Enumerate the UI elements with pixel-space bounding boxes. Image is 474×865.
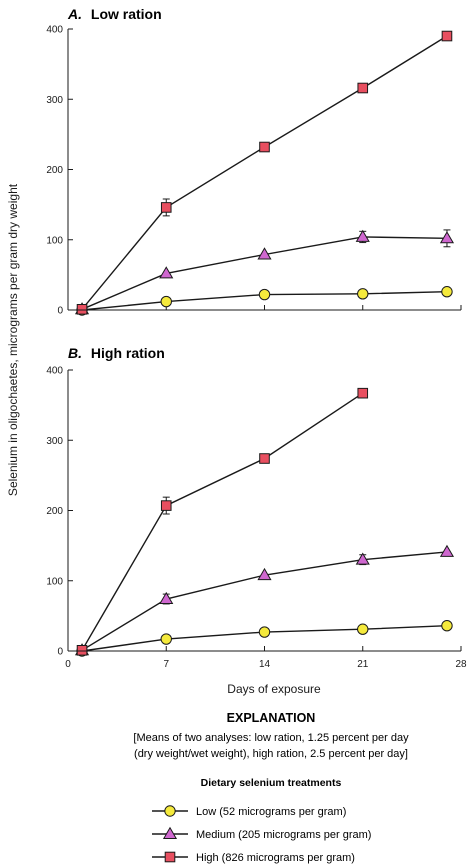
panel-b-point-low: [357, 623, 369, 635]
explanation-note-line2: (dry weight/wet weight), high ration, 2.…: [134, 748, 408, 760]
panel-a-point-medium: [439, 231, 455, 244]
panel-b-x-tick-label: 14: [259, 659, 271, 670]
panel-b-ticks: 0 100 200 300 400 0 7 14 21 28: [46, 366, 467, 671]
panel-a-series-line-high: [81, 35, 448, 310]
panel-b-x-tick-label: 21: [357, 659, 369, 670]
panel-a-letter: A.: [67, 6, 82, 22]
panel-b-point-high: [259, 453, 270, 464]
x-axis-label: Days of exposure: [227, 682, 321, 696]
panel-b-point-low: [160, 633, 172, 645]
legend-marker-high: [164, 851, 176, 863]
panel-b-point-medium: [355, 552, 370, 565]
panel-a-point-high: [76, 303, 88, 315]
panel-a: A. Low ration 0 100 200 300 400: [46, 6, 462, 317]
panel-b-point-high: [357, 387, 369, 399]
panel-a-y-tick-label: 300: [46, 95, 63, 106]
panel-a-point-medium: [257, 247, 272, 260]
panel-b-point-high: [76, 644, 88, 656]
panel-a-point-medium: [159, 266, 174, 279]
panel-b-y-tick-label: 200: [46, 506, 63, 517]
panel-a-title-text: Low ration: [91, 6, 162, 22]
panel-b-point-low: [441, 620, 453, 632]
panel-b-x-tick-label: 0: [65, 659, 71, 670]
panel-b-y-tick-label: 0: [57, 647, 63, 658]
panel-b-point-low: [258, 626, 271, 638]
y-axis-label: Selenium in oligochaetes, micrograms per…: [6, 183, 20, 496]
panel-a-ticks: 0 100 200 300 400: [46, 25, 462, 317]
legend-label-medium: Medium (205 micrograms per gram): [196, 829, 371, 841]
panel-a-y-tick-label: 100: [46, 235, 63, 246]
panel-b-y-tick-label: 400: [46, 366, 63, 377]
panel-b-series-line-high: [81, 392, 364, 651]
legend: Low (52 micrograms per gram) Medium (205 …: [152, 805, 371, 864]
panel-b-title: B. High ration: [68, 345, 165, 361]
panel-a-y-tick-label: 200: [46, 165, 63, 176]
panel-a-point-low: [357, 288, 369, 300]
legend-marker-medium: [162, 826, 178, 839]
panel-a-y-tick-label: 400: [46, 25, 63, 36]
panel-b: B. High ration 0 100 200 300 400 0 7 14 21 28: [46, 345, 467, 670]
panel-b-x-tick-label: 7: [163, 659, 169, 670]
panel-b-data: [74, 387, 455, 657]
panel-a-point-low: [441, 286, 453, 298]
panel-b-point-medium: [257, 567, 272, 581]
panel-a-point-high: [160, 202, 172, 213]
panel-b-point-medium: [439, 544, 455, 557]
panel-a-title: A. Low ration: [67, 6, 162, 22]
panel-a-y-tick-label: 0: [57, 306, 63, 317]
panel-a-point-low: [258, 288, 271, 301]
panel-b-y-tick-label: 300: [46, 436, 63, 447]
panel-b-y-tick-label: 100: [46, 576, 63, 587]
panel-b-point-medium: [159, 591, 174, 604]
panel-a-point-high: [259, 141, 270, 153]
panel-a-point-high: [441, 30, 453, 42]
panel-a-point-medium: [355, 229, 370, 242]
panel-b-x-tick-label: 28: [455, 659, 467, 670]
legend-label-low: Low (52 micrograms per gram): [196, 806, 346, 818]
panel-b-point-high: [160, 500, 172, 511]
legend-marker-low: [164, 805, 176, 817]
panel-b-letter: B.: [68, 345, 82, 361]
panel-b-title-text: High ration: [91, 345, 165, 361]
explanation-note-line1: [Means of two analyses: low ration, 1.25…: [133, 732, 409, 744]
explanation: EXPLANATION [Means of two analyses: low …: [133, 711, 409, 864]
explanation-title: EXPLANATION: [227, 711, 316, 725]
explanation-subtitle: Dietary selenium treatments: [201, 777, 342, 789]
panel-a-data: [74, 30, 455, 316]
legend-label-high: High (826 micrograms per gram): [196, 852, 355, 864]
panel-a-point-low: [160, 295, 172, 308]
panel-a-point-high: [357, 82, 369, 94]
